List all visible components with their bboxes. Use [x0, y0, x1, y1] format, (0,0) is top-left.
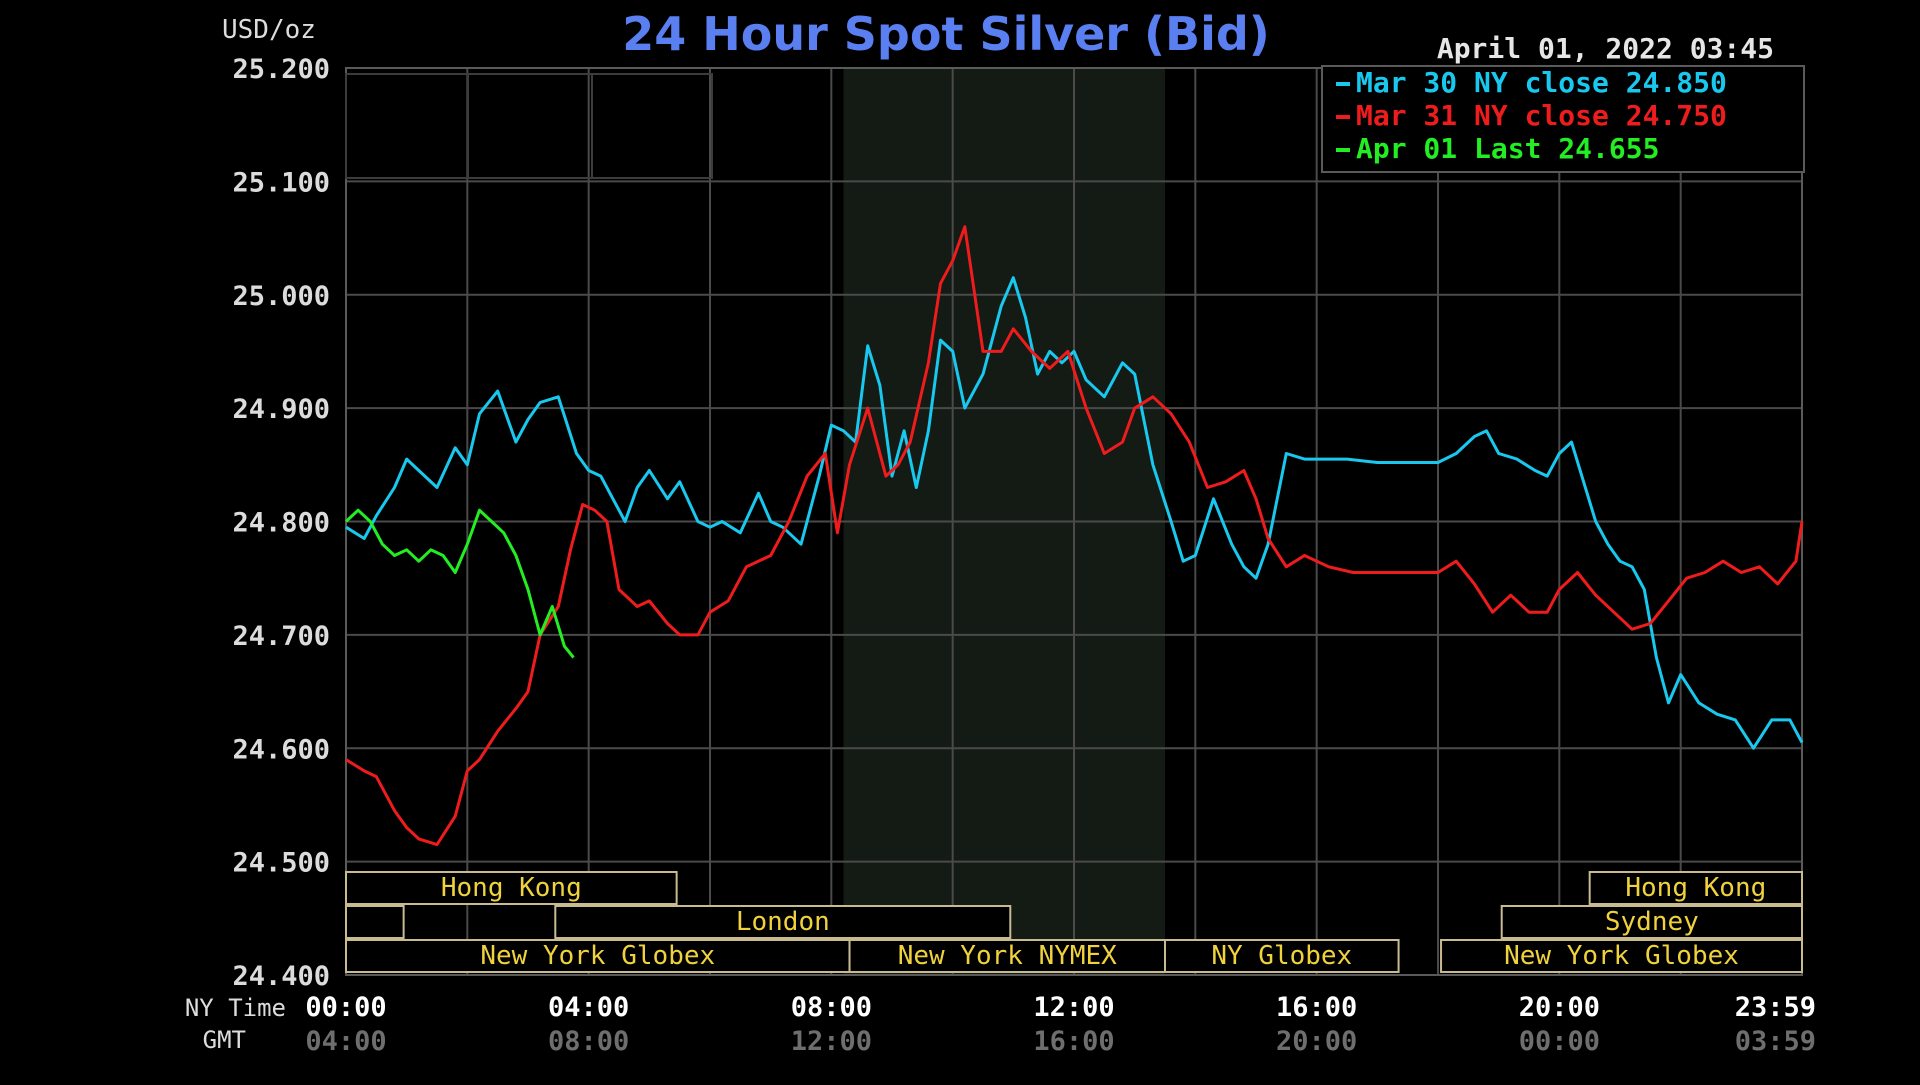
y-tick-label: 24.400 — [232, 961, 330, 992]
session-label: NY Globex — [1211, 941, 1352, 971]
inset-grid — [345, 73, 713, 179]
session-label: London — [736, 907, 830, 937]
y-tick-label: 25.100 — [232, 167, 330, 198]
session-box — [1440, 939, 1803, 973]
market-sessions: Hong Kong Hong Kong London Sydney New York G… — [345, 871, 1803, 973]
session-label: Hong Kong — [1625, 873, 1766, 903]
session-box — [345, 905, 405, 939]
ny-time-label: NY Time — [185, 994, 286, 1022]
gmt-tick-label: 16:00 — [1033, 1026, 1114, 1057]
timestamp: April 01, 2022 03:45 — [1437, 32, 1774, 65]
gmt-tick-label: 04:00 — [305, 1026, 386, 1057]
y-axis-ticks: 24.400 24.500 24.600 24.700 24.800 24.900 25.0… — [232, 54, 330, 992]
y-tick-label: 24.900 — [232, 394, 330, 425]
legend-label: Mar 30 NY close 24.850 — [1356, 66, 1727, 99]
session-box — [1164, 939, 1400, 973]
gmt-tick-label: 20:00 — [1276, 1026, 1357, 1057]
session-label: Sydney — [1605, 907, 1699, 937]
series-line — [345, 225, 1804, 847]
session-box — [1500, 905, 1803, 939]
y-tick-label: 24.800 — [232, 508, 330, 539]
session-label: New York Globex — [480, 941, 715, 971]
gmt-tick-label: 03:59 — [1735, 1026, 1816, 1057]
gmt-tick-label: 12:00 — [791, 1026, 872, 1057]
chart-title: 24 Hour Spot Silver (Bid) — [622, 7, 1270, 61]
y-tick-label: 25.200 — [232, 54, 330, 85]
legend-box — [1321, 65, 1805, 173]
y-tick-label: 24.500 — [232, 848, 330, 879]
price-series — [344, 225, 1804, 847]
session-box — [554, 905, 1012, 939]
y-tick-label: 24.700 — [232, 621, 330, 652]
session-box — [1588, 871, 1803, 905]
series-line — [345, 276, 1804, 750]
x-tick-label: 12:00 — [1033, 992, 1114, 1023]
session-box — [345, 871, 678, 905]
x-axis-ticks: 00:00 04:00 08:00 12:00 16:00 20:00 23:5904:00… — [305, 992, 1816, 1057]
unit-label: USD/oz — [222, 15, 316, 45]
gmt-label: GMT — [203, 1026, 246, 1054]
inset-box — [345, 73, 713, 179]
x-tick-label: 04:00 — [548, 992, 629, 1023]
x-tick-label: 00:00 — [305, 992, 386, 1023]
legend-label: Apr 01 Last 24.655 — [1356, 132, 1659, 165]
series-line — [344, 508, 575, 659]
session-label: New York Globex — [1504, 941, 1739, 971]
y-tick-label: 24.600 — [232, 734, 330, 765]
legend-label: Mar 31 NY close 24.750 — [1356, 99, 1727, 132]
session-label: Hong Kong — [441, 873, 582, 903]
gridlines — [345, 67, 1803, 976]
gmt-tick-label: 08:00 — [548, 1026, 629, 1057]
x-tick-label: 16:00 — [1276, 992, 1357, 1023]
y-tick-label: 25.000 — [232, 281, 330, 312]
x-tick-label: 08:00 — [791, 992, 872, 1023]
x-tick-label: 23:59 — [1735, 992, 1816, 1023]
session-label: New York NYMEX — [898, 941, 1117, 971]
gmt-tick-label: 00:00 — [1519, 1026, 1600, 1057]
x-tick-label: 20:00 — [1519, 992, 1600, 1023]
